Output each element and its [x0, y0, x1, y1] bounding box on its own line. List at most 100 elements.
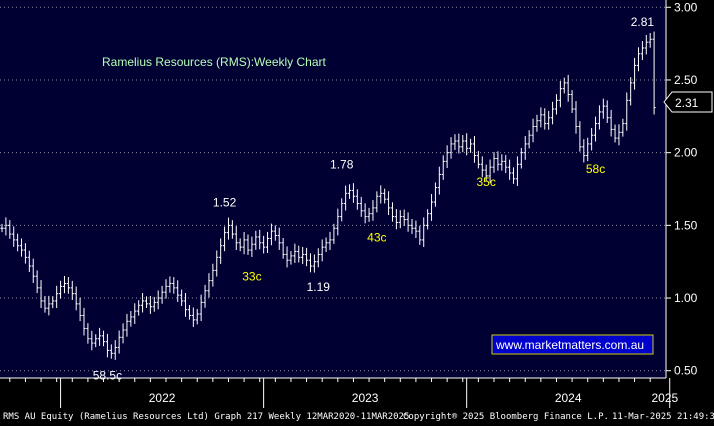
price-bar [222, 226, 227, 252]
price-bar [613, 124, 617, 143]
price-bar [461, 135, 465, 153]
price-bar [394, 209, 398, 230]
price-bar [355, 189, 359, 210]
watermark: www.marketmatters.com.au [491, 334, 654, 355]
price-bar [519, 147, 523, 169]
price-bar [90, 330, 94, 351]
price-bar [316, 248, 320, 268]
price-bar [590, 127, 594, 151]
price-bar [176, 280, 180, 302]
price-bar [70, 280, 74, 300]
price-bar [453, 134, 457, 151]
price-bar [527, 130, 531, 149]
price-bar [648, 33, 652, 48]
price-bar [535, 114, 539, 132]
price-bar [433, 182, 438, 207]
price-bar [558, 80, 562, 108]
price-bar [117, 330, 121, 354]
price-bar [629, 77, 633, 106]
price-bar [332, 223, 336, 244]
annotation-label: 33c [242, 270, 261, 284]
price-bar [379, 185, 383, 204]
price-bar [566, 74, 570, 102]
price-bar [410, 219, 414, 234]
price-bar [441, 155, 445, 180]
gridlines [0, 6, 666, 372]
annotation-label: 1.78 [330, 158, 354, 172]
price-bar [508, 159, 512, 180]
price-bar [570, 90, 574, 114]
annotation-label: 1.52 [213, 195, 237, 209]
y-tick-label: 2.50 [674, 73, 698, 87]
price-bar [418, 225, 422, 245]
footer-copyright: Copyright® 2025 Bloomberg Finance L.P. [403, 412, 609, 422]
price-bar [82, 307, 86, 336]
price-bar [547, 110, 551, 130]
price-bar [301, 246, 305, 265]
price-bar [226, 217, 231, 240]
price-bar [523, 135, 527, 160]
y-tick-label: 1.50 [674, 218, 698, 232]
price-bar [644, 34, 648, 55]
price-bar [4, 217, 8, 236]
price-bar [574, 101, 578, 134]
price-bar [293, 243, 297, 263]
price-bar [593, 116, 598, 142]
price-bar [468, 138, 473, 153]
price-bar [476, 151, 480, 169]
price-bar [632, 57, 637, 90]
price-bar [636, 47, 641, 72]
price-bar [242, 231, 246, 255]
price-bar [156, 290, 160, 310]
price-bar [422, 217, 426, 248]
price-bar [445, 145, 449, 169]
price-bar [215, 250, 219, 277]
price-bar [449, 137, 453, 159]
price-bar [609, 109, 613, 137]
price-bar [351, 183, 356, 203]
price-bar [0, 223, 4, 233]
annotation-label: 43c [367, 230, 386, 244]
price-bar [320, 239, 324, 262]
price-bar [62, 275, 67, 294]
price-bar [105, 333, 110, 358]
price-bar [586, 137, 590, 162]
price-bar [383, 188, 387, 204]
price-bar [640, 41, 644, 61]
price-bar [27, 250, 31, 273]
price-bar [12, 226, 16, 247]
price-bar [359, 196, 363, 217]
price-bar [406, 212, 410, 232]
price-bar [16, 233, 20, 252]
price-bar [8, 220, 12, 239]
price-bar [578, 121, 582, 152]
price-bar [492, 152, 496, 173]
price-bar [265, 231, 270, 254]
price-bar [31, 258, 35, 283]
price-bar [375, 191, 379, 213]
price-bar [172, 277, 176, 294]
price-bar [137, 300, 141, 316]
price-bar [550, 101, 555, 125]
price-bar [429, 194, 434, 221]
x-tick-label: 2022 [149, 391, 176, 405]
price-bar [129, 311, 133, 327]
last-price-marker: 2.31 [663, 91, 713, 113]
last-price-label: 2.31 [675, 96, 699, 110]
price-bar [203, 284, 207, 308]
price-bar [140, 292, 145, 313]
annotation-label: 1.19 [307, 280, 331, 294]
price-bar [78, 297, 82, 322]
price-bar [160, 285, 164, 304]
price-bar [347, 184, 352, 199]
price-bar [183, 293, 188, 317]
price-bar [35, 270, 39, 294]
watermark-text: www.marketmatters.com.au [495, 338, 644, 352]
price-bar [312, 254, 316, 273]
price-bar [168, 276, 172, 293]
price-bar [109, 344, 113, 359]
price-bar [340, 198, 344, 222]
price-bar [43, 296, 47, 313]
price-bar [297, 245, 301, 263]
